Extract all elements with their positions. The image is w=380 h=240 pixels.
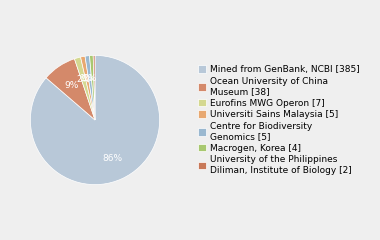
Wedge shape (81, 56, 95, 120)
Wedge shape (90, 55, 95, 120)
Wedge shape (93, 55, 95, 120)
Text: 86%: 86% (102, 154, 122, 162)
Text: 1%: 1% (80, 74, 94, 84)
Wedge shape (74, 57, 95, 120)
Wedge shape (46, 59, 95, 120)
Text: 2%: 2% (76, 75, 91, 84)
Text: 9%: 9% (65, 81, 79, 90)
Wedge shape (30, 55, 160, 185)
Text: 1%: 1% (83, 74, 97, 83)
Wedge shape (85, 56, 95, 120)
Legend: Mined from GenBank, NCBI [385], Ocean University of China
Museum [38], Eurofins : Mined from GenBank, NCBI [385], Ocean Un… (198, 65, 360, 175)
